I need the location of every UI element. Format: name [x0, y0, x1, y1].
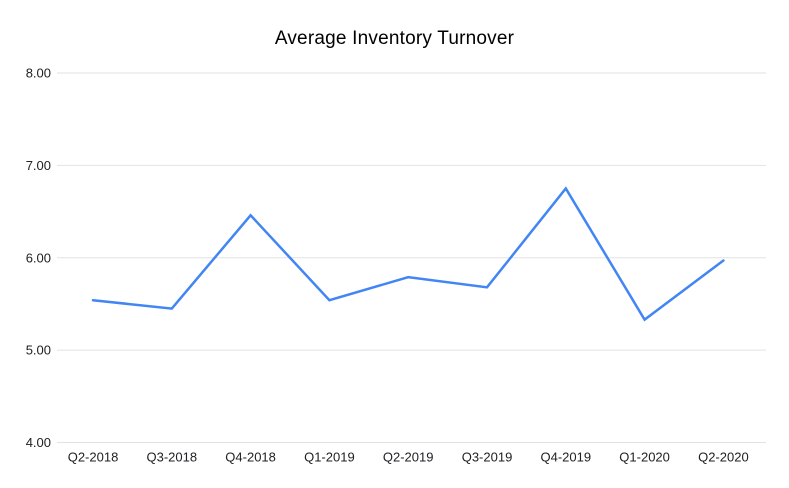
y-tick-label: 7.00: [26, 158, 51, 173]
y-tick-label: 5.00: [26, 343, 51, 358]
x-tick-label: Q4-2018: [225, 450, 276, 465]
y-tick-label: 6.00: [26, 250, 51, 265]
x-tick-label: Q1-2020: [619, 450, 670, 465]
y-axis-tick-labels: 8.00 7.00 6.00 5.00 4.00: [26, 66, 51, 451]
y-tick-label: 4.00: [26, 435, 51, 450]
x-tick-label: Q4-2019: [541, 450, 592, 465]
x-tick-label: Q3-2019: [462, 450, 513, 465]
y-tick-label: 8.00: [26, 66, 51, 81]
x-tick-label: Q2-2020: [698, 450, 749, 465]
x-axis-tick-labels: Q2-2018 Q3-2018 Q4-2018 Q1-2019 Q2-2019 Q3-20…: [68, 450, 749, 465]
chart-title: Average Inventory Turnover: [274, 28, 515, 49]
x-tick-label: Q3-2018: [147, 450, 198, 465]
x-tick-label: Q1-2019: [304, 450, 355, 465]
x-tick-label: Q2-2018: [68, 450, 119, 465]
data-series-line: [91, 186, 725, 322]
gridlines: [57, 72, 766, 443]
x-tick-label: Q2-2019: [383, 450, 434, 465]
